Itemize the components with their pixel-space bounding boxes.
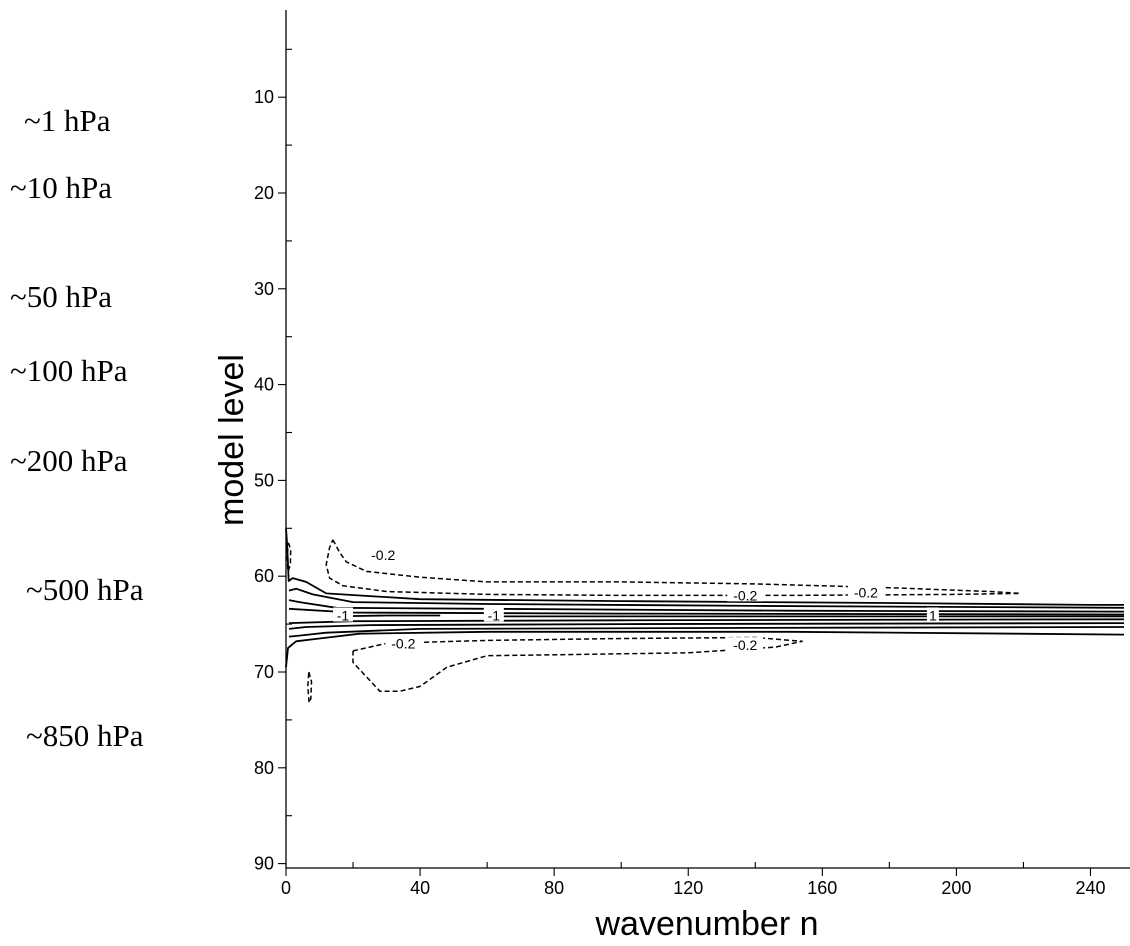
positive-contour-line	[288, 599, 1125, 613]
negative-contour-line	[352, 636, 803, 692]
contour-label-background	[727, 587, 764, 602]
y-axis-title: model level	[213, 354, 251, 526]
contour-lines	[285, 528, 1125, 704]
pressure-annotation: ~10 hPa	[10, 170, 112, 205]
positive-contour-line	[288, 622, 1125, 630]
y-tick-label: 30	[254, 279, 274, 299]
positive-contour-line	[288, 626, 1125, 638]
pressure-annotation: ~50 hPa	[10, 279, 112, 314]
x-tick-label: 200	[941, 878, 971, 898]
pressure-annotations: ~1 hPa ~10 hPa ~50 hPa ~100 hPa ~200 hPa ~500…	[10, 103, 144, 753]
y-tick-label: 10	[254, 87, 274, 107]
negative-contour-line	[307, 671, 313, 704]
contour-label: -1	[337, 607, 350, 623]
positive-contour-line	[288, 587, 1125, 609]
contour-label-background	[847, 584, 884, 599]
contour-label: 1	[929, 607, 937, 623]
pressure-annotation: ~850 hPa	[26, 718, 144, 753]
pressure-annotation: ~1 hPa	[24, 103, 111, 138]
ticks: 10 20 30 40 50 60 70 80 90 0 40 80 120 160 200 240	[254, 48, 1106, 898]
pressure-annotation: ~500 hPa	[26, 572, 144, 607]
x-axis-title: wavenumber n	[594, 905, 818, 943]
x-tick-label: 0	[281, 878, 291, 898]
pressure-annotation: ~100 hPa	[10, 353, 128, 388]
contour-labels: -0.2 -0.2 -0.2 -1 -1 1 -0.2 -0.2	[332, 547, 939, 653]
y-tick-label: 20	[254, 183, 274, 203]
contour-label: -0.2	[854, 584, 878, 600]
positive-contour-line	[285, 630, 1125, 668]
negative-contour-line	[286, 542, 292, 573]
y-tick-label: 70	[254, 662, 274, 682]
contour-label: -0.2	[733, 637, 757, 653]
contour-label-background	[385, 635, 422, 650]
y-tick-label: 90	[254, 854, 274, 874]
contour-label-background	[365, 547, 402, 562]
y-tick-label: 40	[254, 375, 274, 395]
contour-label-background	[483, 607, 504, 622]
x-tick-label: 160	[807, 878, 837, 898]
contour-label: -0.2	[371, 547, 395, 563]
y-tick-label: 50	[254, 470, 274, 490]
y-tick-label: 60	[254, 566, 274, 586]
contour-label-background	[727, 637, 764, 652]
contour-label: -0.2	[733, 587, 757, 603]
pressure-annotation: ~200 hPa	[10, 443, 128, 478]
contour-label-background	[332, 607, 353, 622]
contour-label: -0.2	[391, 635, 415, 651]
x-tick-label: 120	[673, 878, 703, 898]
contour-label: -1	[488, 607, 501, 623]
x-tick-label: 240	[1075, 878, 1105, 898]
y-tick-label: 80	[254, 758, 274, 778]
axes	[285, 10, 1130, 869]
positive-contour-line	[285, 528, 1124, 606]
x-tick-label: 40	[410, 878, 430, 898]
contour-label-background	[926, 607, 939, 622]
x-tick-label: 80	[544, 878, 564, 898]
negative-contour-line	[325, 539, 1021, 597]
